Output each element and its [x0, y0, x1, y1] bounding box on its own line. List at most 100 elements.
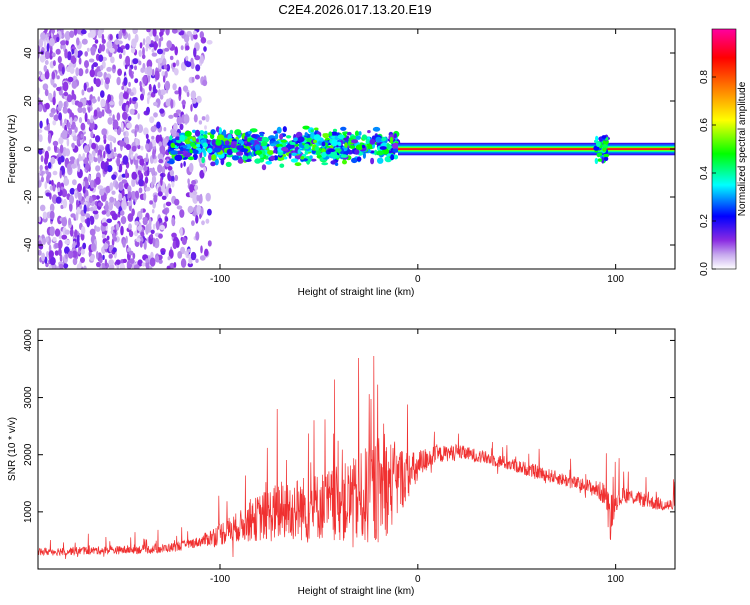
spectrogram-cell [84, 112, 88, 123]
spectrogram-cell [121, 85, 125, 90]
spectrogram-cell [54, 228, 61, 237]
spectrogram-cell [93, 109, 98, 117]
spectrogram-cell [80, 29, 87, 35]
spectrogram-cell [137, 225, 143, 232]
spectrogram-cell [161, 165, 166, 175]
spectrogram-cell [160, 36, 164, 42]
spectrogram-cell [122, 155, 129, 165]
spectrogram-cell [81, 38, 88, 45]
spectrogram-cell [199, 54, 204, 64]
spectrogram-cell [123, 131, 126, 136]
spectrogram-cell [251, 134, 258, 138]
spectrogram-cell [99, 188, 105, 196]
spectrogram-cell [208, 153, 212, 161]
spectrogram-cell [58, 100, 63, 110]
spectrogram-cell [286, 135, 292, 139]
spectrogram-cell [62, 198, 68, 209]
spectrogram-cell [85, 68, 89, 74]
spectrogram-cell [342, 159, 347, 165]
spectrogram-cell [195, 258, 199, 263]
spectrogram-cell [173, 262, 177, 268]
spectrogram-cell [127, 191, 132, 199]
spectrogram-cell [191, 180, 197, 185]
spectrogram-cell [331, 139, 338, 147]
spectrogram-cell [90, 130, 94, 139]
spectrogram-cell [98, 43, 103, 53]
spectrogram-x-axis-label: Height of straight line (km) [298, 287, 415, 298]
x-tick-label: 100 [607, 574, 624, 585]
spectrogram-cell [106, 235, 110, 241]
spectrogram-cell [196, 205, 202, 215]
spectrogram-cell [124, 64, 128, 70]
spectrogram-cell [76, 199, 79, 208]
spectrogram-cell [103, 242, 109, 250]
spectrogram-cell [92, 210, 99, 215]
spectrogram-cell [167, 165, 173, 171]
spectrogram-cell [601, 157, 605, 164]
spectrogram-cell [283, 156, 288, 160]
spectrogram-cell [157, 57, 163, 64]
spectrogram-cell [231, 155, 240, 161]
spectrogram-cell [39, 257, 42, 263]
spectrogram-cell [365, 138, 370, 144]
spectrogram-cell [150, 229, 155, 234]
spectrogram-cell [205, 192, 211, 202]
spectrogram-cell [167, 256, 171, 261]
spectrogram-cell [124, 85, 128, 92]
spectrogram-cell [131, 171, 138, 180]
spectrogram-cell [330, 160, 337, 165]
spectrogram-cell [195, 231, 200, 241]
spectrogram-cell [127, 33, 131, 41]
spectrogram-cell [78, 192, 82, 202]
spectrogram-cell [200, 245, 203, 254]
spectrogram-cell [91, 142, 97, 150]
spectrogram-cell [195, 214, 199, 224]
spectrogram-cell [71, 142, 75, 148]
spectrogram-cell [349, 145, 356, 149]
spectrogram-cell [190, 90, 197, 100]
spectrogram-cell [288, 144, 295, 149]
spectrogram-cell [75, 67, 80, 77]
spectrogram-cell [602, 144, 607, 148]
spectrogram-cell [196, 95, 202, 104]
x-tick-label: -100 [210, 274, 230, 285]
spectrogram-cell [49, 112, 54, 118]
spectrogram-cell [157, 153, 164, 160]
spectrogram-cell [155, 134, 161, 144]
spectrogram-cell [346, 131, 352, 136]
spectrogram-cell [45, 251, 50, 258]
spectrogram-cell [224, 140, 230, 146]
spectrogram-cell [74, 48, 78, 59]
spectrogram-cells [38, 29, 675, 269]
spectrogram-cell [95, 226, 101, 232]
spectrogram-cell [199, 130, 205, 136]
spectrogram-cell [138, 49, 142, 57]
spectrogram-cell [334, 162, 339, 166]
spectrogram-cell [229, 129, 234, 135]
spectrogram-cell [170, 150, 179, 155]
spectrogram-cell [49, 210, 55, 220]
spectrogram-cell [199, 255, 206, 261]
spectrogram-cell [102, 222, 108, 227]
spectrogram-cell [105, 77, 110, 85]
spectrogram-cell [321, 151, 327, 158]
spectrogram-cell [145, 133, 149, 140]
spectrogram-cell [158, 141, 163, 147]
spectrogram-cell [230, 141, 238, 145]
spectrogram-cell [125, 136, 129, 146]
spectrogram-cell [76, 158, 80, 166]
spectrogram-cell [313, 139, 317, 144]
spectrogram-cell [160, 176, 163, 187]
spectrogram-cell [151, 68, 155, 77]
colorbar-ticks: 0.0 0.2 0.4 0.6 0.8 [699, 70, 716, 276]
spectrogram-cell [64, 30, 71, 41]
spectrogram-cell [38, 249, 42, 256]
spectrogram-cell [595, 135, 599, 142]
spectrogram-cell [203, 46, 207, 52]
spectrogram-cell [137, 155, 143, 160]
spectrogram-cell [180, 45, 184, 51]
spectrogram-cell [289, 141, 296, 145]
spectrogram-cell [38, 134, 43, 143]
spectrogram-cell [269, 143, 277, 147]
spectrogram-cell [137, 169, 142, 176]
